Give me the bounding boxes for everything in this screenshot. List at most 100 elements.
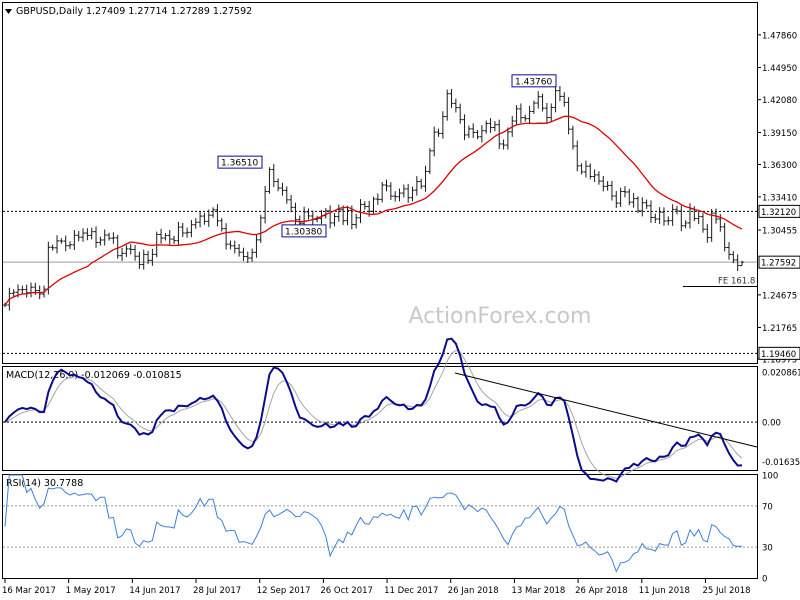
- ohlc-bar: [354, 213, 359, 229]
- macd-pane: 0.020861 0.00 -0.016357: [3, 337, 800, 483]
- time-tick-label: 28 Jul 2017: [193, 586, 241, 596]
- price-header: GBPUSD,Daily 1.27409 1.27714 1.27289 1.2…: [5, 6, 252, 17]
- ohlc-bar: [540, 93, 545, 112]
- price-title: GBPUSD,Daily 1.27409 1.27714 1.27289 1.2…: [16, 6, 252, 17]
- ohlc-bar: [102, 229, 107, 246]
- ohlc-bar: [388, 182, 393, 200]
- ohlc-bar: [81, 228, 86, 242]
- ohlc-bar: [588, 163, 593, 180]
- macd-tick-label: -0.016357: [762, 458, 800, 468]
- time-tick-label: 26 Apr 2018: [575, 586, 628, 596]
- ohlc-bar: [458, 103, 463, 124]
- ohlc-bar: [557, 85, 562, 102]
- ohlc-bar: [653, 213, 658, 223]
- ohlc-bar: [661, 207, 666, 226]
- ohlc-bar: [241, 247, 246, 262]
- macd-line: [4, 337, 743, 483]
- ohlc-bar: [410, 186, 415, 202]
- ohlc-bar: [696, 211, 701, 225]
- rsi-tick-label: 70: [762, 502, 773, 512]
- ohlc-bar: [635, 196, 640, 214]
- time-tick-label: 14 Jun 2017: [129, 586, 180, 596]
- ohlc-bar: [679, 205, 684, 232]
- ohlc-bar: [185, 227, 190, 238]
- rsi-title: RSI(14) 30.7788: [6, 478, 83, 489]
- ohlc-bar: [94, 226, 99, 248]
- ohlc-bar: [72, 230, 77, 250]
- collapse-triangle-icon[interactable]: [5, 9, 12, 14]
- ohlc-bar: [124, 245, 129, 258]
- ohlc-bar: [219, 217, 224, 232]
- ohlc-bar: [237, 243, 242, 257]
- ohlc-bar: [631, 193, 636, 208]
- time-tick-label: 26 Oct 2017: [320, 586, 373, 596]
- ohlc-bar: [310, 210, 315, 225]
- price-tick-label: 1.44950: [762, 64, 797, 74]
- ohlc-bar: [263, 185, 268, 224]
- ohlc-bar: [536, 91, 541, 109]
- ohlc-bar: [328, 205, 333, 229]
- time-tick-label: 12 Sep 2017: [257, 586, 311, 596]
- ohlc-bar: [670, 204, 675, 226]
- price-tick-label: 1.21765: [762, 324, 797, 334]
- ohlc-bar: [280, 182, 285, 196]
- ohlc-bar: [423, 165, 428, 192]
- ohlc-bar: [189, 219, 194, 238]
- rsi-tick-label: 0: [762, 575, 767, 585]
- ohlc-bar: [176, 221, 181, 246]
- ohlc-bar: [406, 183, 411, 203]
- ohlc-bar: [258, 214, 263, 243]
- ohlc-bar: [85, 228, 90, 241]
- ohlc-bar: [618, 187, 623, 207]
- ohlc-bar: [271, 163, 276, 188]
- ohlc-bar: [640, 197, 645, 217]
- ohlc-bar: [336, 204, 341, 222]
- ohlc-bar: [544, 102, 549, 123]
- ohlc-bar: [445, 89, 450, 121]
- ohlc-bar: [150, 248, 155, 266]
- ohlc-bar: [601, 175, 606, 192]
- ohlc-bar: [133, 245, 138, 261]
- ohlc-bar: [440, 111, 445, 139]
- value-callout: [511, 74, 557, 88]
- ohlc-bar: [436, 128, 441, 137]
- time-tick-label: 11 Jun 2018: [639, 586, 690, 596]
- ohlc-bar: [111, 232, 116, 244]
- ohlc-bar: [583, 160, 588, 178]
- ohlc-bar: [345, 205, 350, 226]
- ohlc-bar: [24, 284, 29, 298]
- price-levels: [3, 210, 757, 354]
- ohlc-bar: [55, 235, 60, 254]
- price-tick-label: 1.42080: [762, 96, 797, 106]
- ohlc-bar: [549, 103, 554, 122]
- ohlc-bar: [453, 98, 458, 113]
- ohlc-bar: [284, 186, 289, 204]
- price-pane-frame: [2, 2, 758, 364]
- ohlc-bar: [245, 251, 250, 264]
- time-tick-label: 16 Mar 2017: [2, 586, 56, 596]
- ohlc-bar: [648, 200, 653, 223]
- ohlc-bar: [700, 213, 705, 233]
- ohlc-bar: [29, 282, 34, 298]
- ohlc-bar: [167, 229, 172, 245]
- ohlc-bar: [514, 105, 519, 125]
- ohlc-bar: [228, 240, 233, 250]
- value-callout-label: 1.36510: [221, 159, 258, 169]
- ohlc-bar: [488, 118, 493, 133]
- ohlc-bar: [206, 209, 211, 227]
- ohlc-bar: [401, 184, 406, 198]
- ohlc-bar: [609, 180, 614, 201]
- macd-title: MACD(12,26,9) -0.012069 -0.010815: [6, 370, 182, 381]
- ohlc-bar: [215, 204, 220, 227]
- ohlc-bar: [414, 176, 419, 196]
- ohlc-bar: [50, 244, 55, 251]
- time-tick-label: 26 Jan 2018: [448, 586, 499, 596]
- level-badge-label: 1.19460: [761, 350, 796, 360]
- ohlc-bar: [622, 186, 627, 198]
- ohlc-bar: [375, 193, 380, 205]
- value-callout: [217, 155, 263, 169]
- level-badge-label: 1.27592: [761, 259, 796, 269]
- ohlc-bar: [666, 216, 671, 226]
- ohlc-bar: [492, 120, 497, 132]
